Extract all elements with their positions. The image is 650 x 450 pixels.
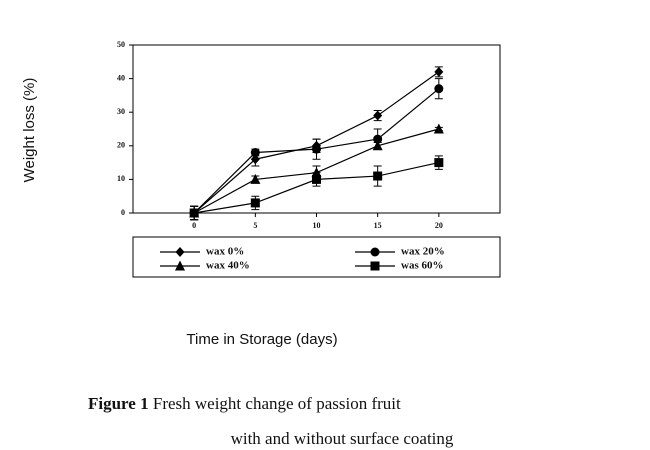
legend-marker [370,261,380,271]
data-point [434,158,444,168]
x-tick-label: 5 [253,221,257,230]
legend-label: wax 40% [206,260,250,272]
y-tick-label: 10 [117,174,125,183]
legend-label: was 60% [401,260,443,272]
legend-marker [175,247,185,257]
x-tick-label: 10 [313,221,321,230]
legend-marker [175,260,185,271]
x-axis-label: Time in Storage (days) [186,331,337,348]
y-tick-label: 50 [117,40,125,49]
caption-line: Figure 1 Fresh weight change of passion … [88,394,401,413]
legend-marker [370,247,380,257]
y-tick-label: 40 [117,73,125,82]
y-tick-label: 30 [117,107,125,116]
data-point [373,171,383,181]
y-tick-label: 0 [121,208,125,217]
data-point [250,148,260,158]
data-point [373,110,383,121]
data-point [189,208,199,218]
y-axis-label: Weight loss (%) [21,78,38,183]
x-tick-label: 0 [192,221,196,230]
data-point [434,84,444,94]
x-tick-label: 15 [374,221,382,230]
data-point [250,154,260,165]
x-tick-label: 20 [435,221,443,230]
data-point [433,123,444,134]
caption-text: Fresh weight change of passion fruit [153,394,401,413]
data-point [312,144,321,154]
data-point [250,173,261,184]
data-point [372,140,383,151]
data-point [434,66,444,77]
legend-box [132,236,501,278]
data-point [312,174,321,184]
legend-label: wax 20% [401,246,445,258]
plot-frame [132,44,501,214]
caption-line: with and without surface coating [231,429,454,448]
legend-label: wax 0% [206,246,244,258]
caption-label: Figure 1 [88,394,149,413]
y-tick-label: 20 [117,141,125,150]
data-point [373,134,383,144]
data-point [250,198,260,208]
